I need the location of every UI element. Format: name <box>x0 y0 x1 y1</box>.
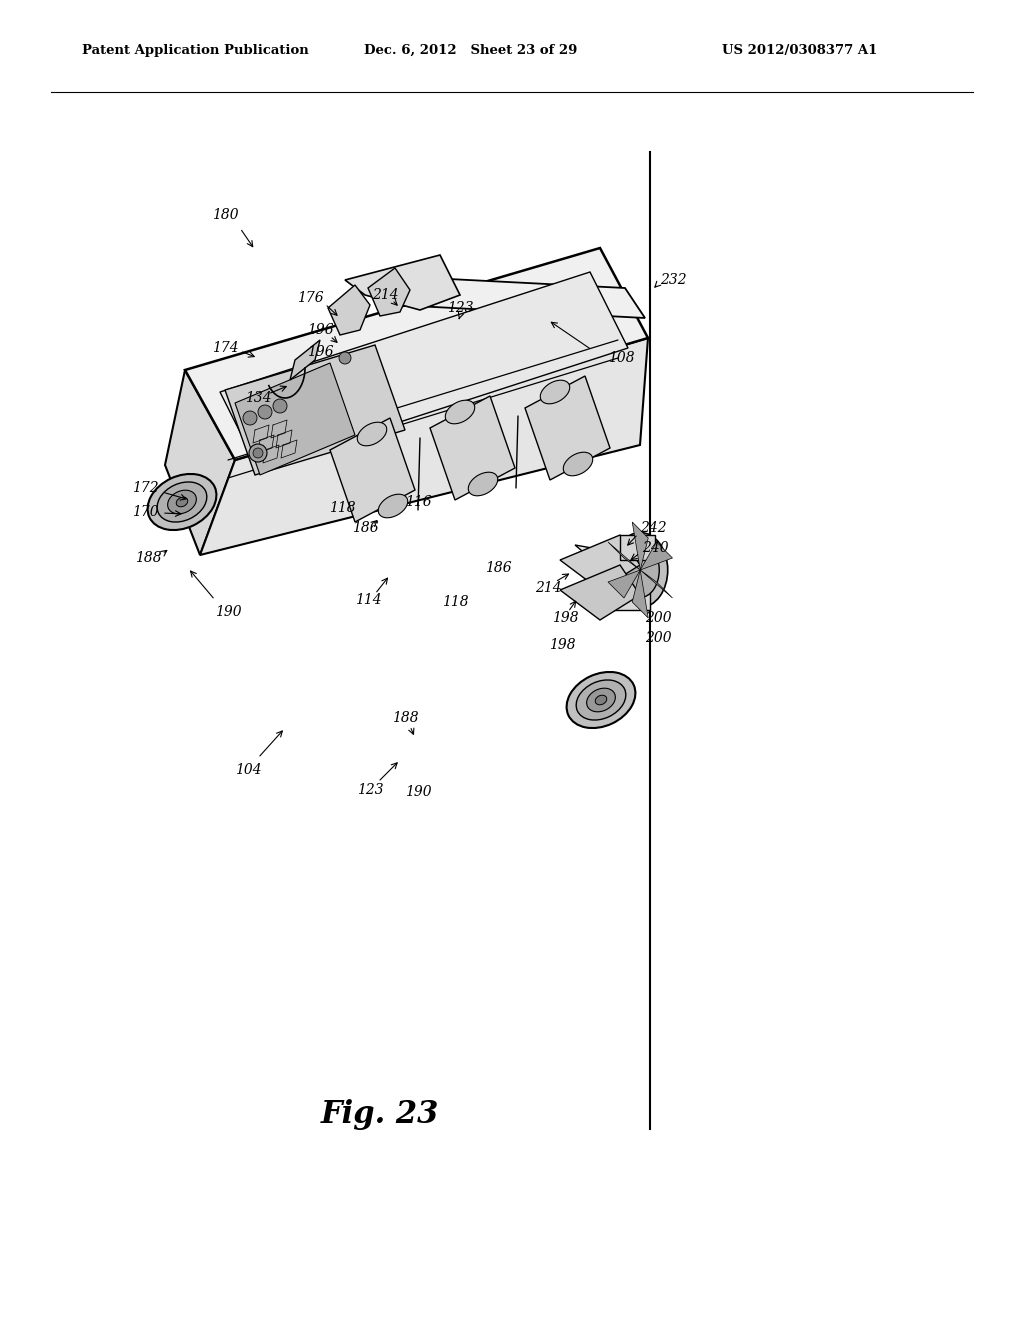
Polygon shape <box>430 396 515 500</box>
Text: 198: 198 <box>549 638 575 652</box>
Ellipse shape <box>378 494 408 517</box>
Ellipse shape <box>357 422 387 446</box>
Polygon shape <box>200 338 648 554</box>
Text: Dec. 6, 2012   Sheet 23 of 29: Dec. 6, 2012 Sheet 23 of 29 <box>364 44 577 57</box>
Ellipse shape <box>563 453 593 475</box>
Circle shape <box>243 411 257 425</box>
Text: 214: 214 <box>535 581 561 595</box>
Polygon shape <box>345 255 460 310</box>
Ellipse shape <box>176 498 187 507</box>
Text: 190: 190 <box>404 785 431 799</box>
Ellipse shape <box>157 482 207 521</box>
Text: 200: 200 <box>645 631 672 645</box>
Circle shape <box>339 352 351 364</box>
Polygon shape <box>525 376 610 480</box>
Polygon shape <box>165 370 234 554</box>
Ellipse shape <box>468 473 498 496</box>
Circle shape <box>249 444 267 462</box>
Text: 186: 186 <box>484 561 511 576</box>
Polygon shape <box>605 590 650 610</box>
Ellipse shape <box>445 400 475 424</box>
Text: 188: 188 <box>392 711 419 725</box>
Polygon shape <box>185 248 648 459</box>
Ellipse shape <box>622 543 659 598</box>
Polygon shape <box>632 570 648 618</box>
Text: Fig. 23: Fig. 23 <box>321 1100 439 1130</box>
Ellipse shape <box>612 532 668 607</box>
Polygon shape <box>290 341 319 380</box>
Text: 186: 186 <box>351 521 378 535</box>
Text: US 2012/0308377 A1: US 2012/0308377 A1 <box>722 44 878 57</box>
Ellipse shape <box>541 380 569 404</box>
Text: 196: 196 <box>306 345 334 359</box>
Text: 123: 123 <box>356 783 383 797</box>
Polygon shape <box>608 570 640 598</box>
Polygon shape <box>640 543 673 570</box>
Polygon shape <box>575 545 648 576</box>
Polygon shape <box>328 285 370 335</box>
Text: 170: 170 <box>132 506 159 519</box>
Text: 232: 232 <box>660 273 687 286</box>
Text: Patent Application Publication: Patent Application Publication <box>82 44 308 57</box>
Polygon shape <box>390 276 645 318</box>
Ellipse shape <box>566 672 636 729</box>
Polygon shape <box>605 550 650 570</box>
Ellipse shape <box>168 490 197 513</box>
Text: 198: 198 <box>552 611 579 624</box>
Text: 134: 134 <box>245 391 271 405</box>
Ellipse shape <box>577 680 626 719</box>
Text: 104: 104 <box>234 763 261 777</box>
Circle shape <box>253 447 263 458</box>
Text: 214: 214 <box>372 288 398 302</box>
Circle shape <box>273 399 287 413</box>
Polygon shape <box>560 535 640 590</box>
Polygon shape <box>330 418 415 521</box>
Text: 176: 176 <box>297 290 324 305</box>
Text: 123: 123 <box>446 301 473 315</box>
Polygon shape <box>220 272 628 469</box>
Polygon shape <box>225 345 406 475</box>
Ellipse shape <box>587 688 615 711</box>
Text: 174: 174 <box>212 341 239 355</box>
Text: 172: 172 <box>132 480 159 495</box>
Ellipse shape <box>147 474 216 531</box>
Text: 118: 118 <box>441 595 468 609</box>
Text: 190: 190 <box>215 605 242 619</box>
Polygon shape <box>368 268 410 315</box>
Polygon shape <box>560 565 640 620</box>
Text: 240: 240 <box>642 541 669 554</box>
Polygon shape <box>621 535 655 560</box>
Text: 108: 108 <box>608 351 635 366</box>
Polygon shape <box>234 363 355 475</box>
Text: 114: 114 <box>354 593 381 607</box>
Polygon shape <box>632 521 648 570</box>
Polygon shape <box>640 570 673 598</box>
Ellipse shape <box>595 696 607 705</box>
Text: 116: 116 <box>404 495 431 510</box>
Text: 188: 188 <box>135 550 162 565</box>
Text: 242: 242 <box>640 521 667 535</box>
Circle shape <box>258 405 272 418</box>
Polygon shape <box>185 261 632 454</box>
Text: 180: 180 <box>212 209 239 222</box>
Polygon shape <box>608 543 640 570</box>
Text: 196: 196 <box>306 323 334 337</box>
Text: 200: 200 <box>645 611 672 624</box>
Text: 118: 118 <box>329 502 355 515</box>
